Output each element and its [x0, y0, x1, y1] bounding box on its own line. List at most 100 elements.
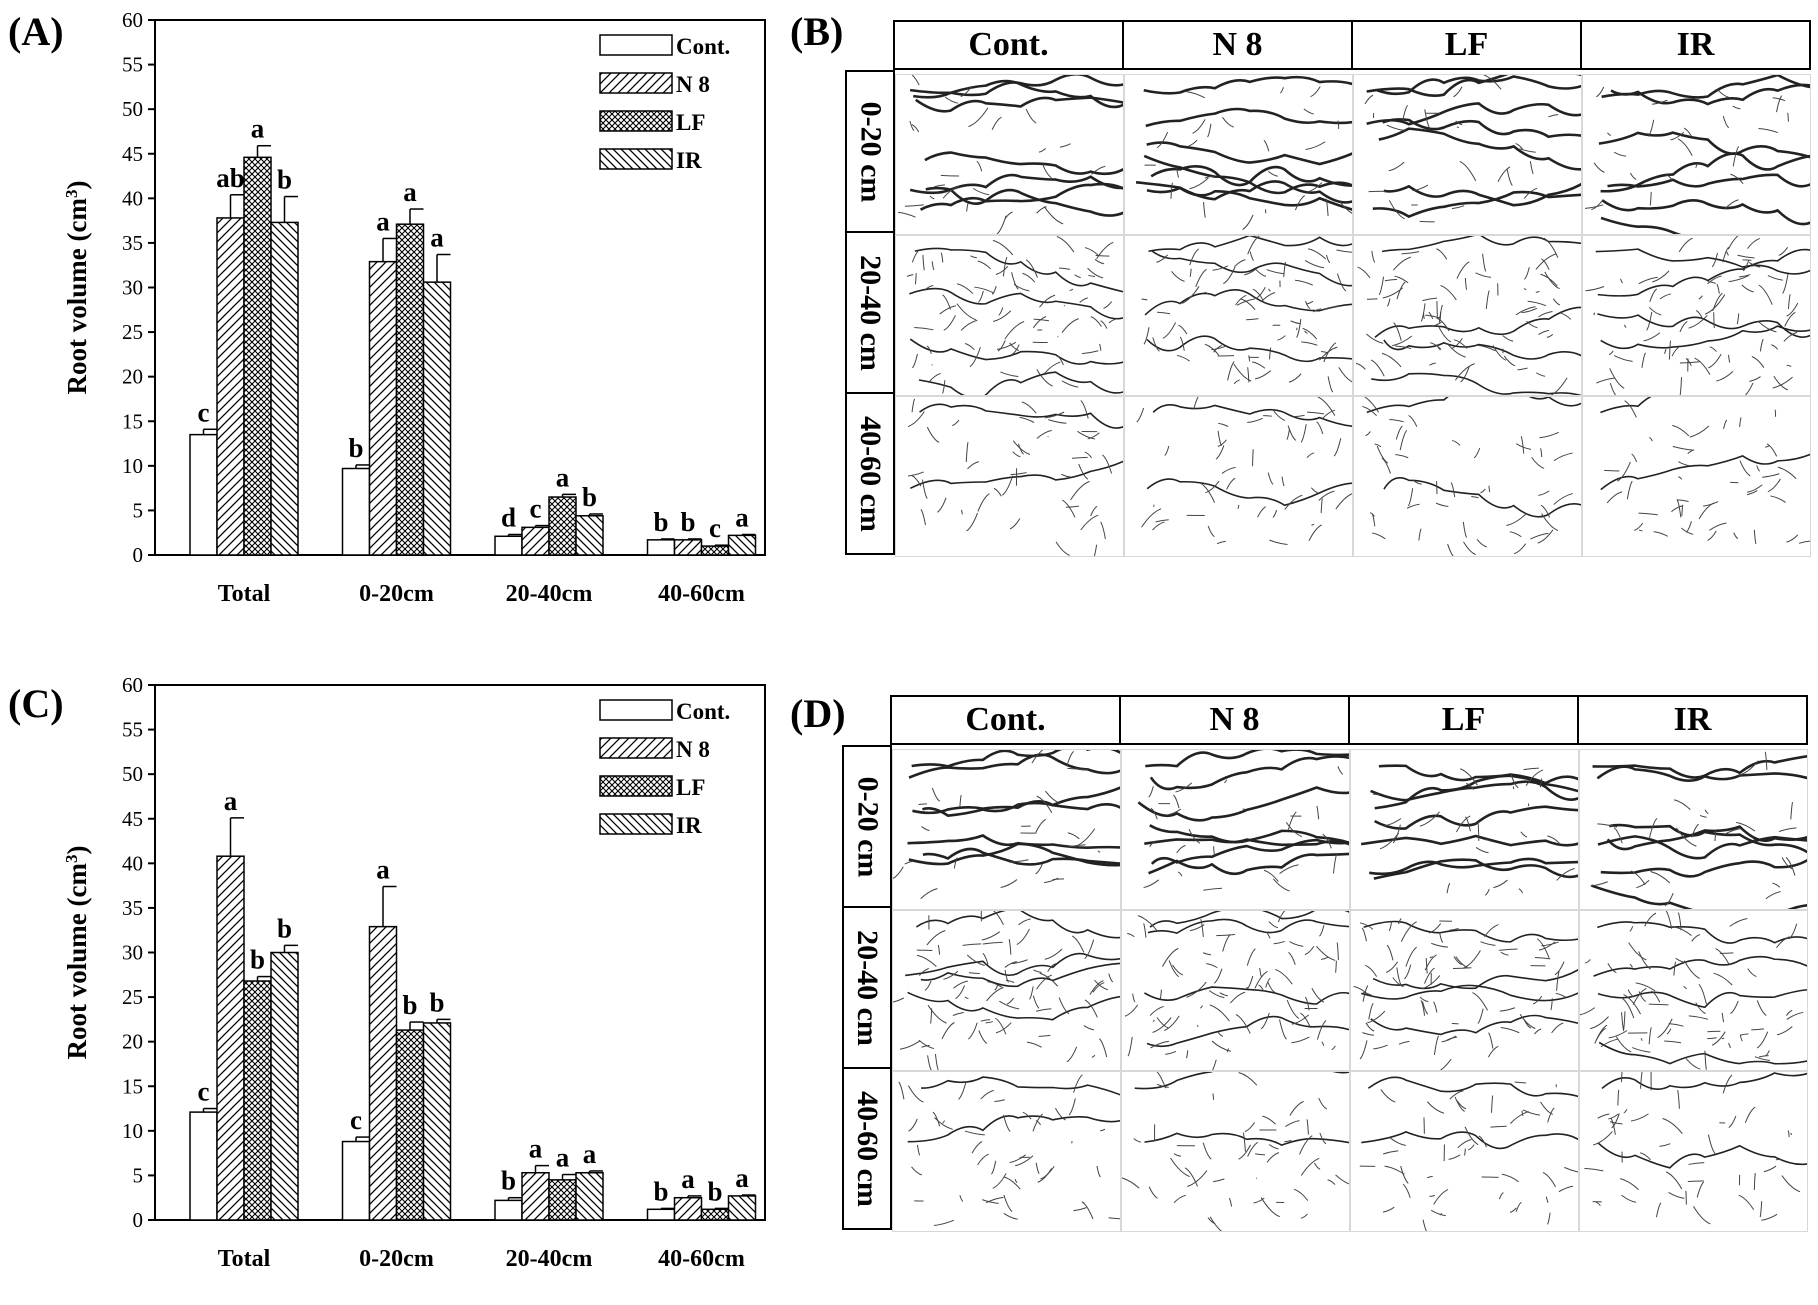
root-stroke	[925, 153, 1123, 174]
bar	[576, 516, 603, 555]
grid-column-header: IR	[1577, 695, 1808, 745]
root-stroke	[1039, 1035, 1051, 1036]
root-stroke	[934, 185, 945, 187]
root-stroke	[1593, 1131, 1612, 1145]
root-stroke	[994, 1100, 1004, 1102]
root-stroke	[1434, 1002, 1437, 1013]
root-stroke	[1247, 976, 1253, 989]
root-stroke	[1384, 340, 1581, 359]
root-stroke	[1620, 1179, 1638, 1190]
root-stroke	[1222, 117, 1233, 127]
root-stroke	[1006, 980, 1014, 982]
significance-letter: a	[556, 462, 570, 492]
root-stroke	[1449, 1155, 1461, 1160]
root-stroke	[1157, 132, 1168, 148]
root-stroke	[1094, 545, 1097, 556]
root-stroke	[1393, 257, 1410, 270]
root-stroke	[1149, 786, 1154, 797]
root-stroke	[1650, 872, 1670, 883]
root-stroke	[1591, 886, 1807, 909]
root-stroke	[1759, 285, 1772, 305]
legend-swatch	[600, 35, 672, 55]
root-stroke	[1005, 962, 1017, 968]
root-stroke	[1362, 1033, 1374, 1036]
root-stroke	[1317, 1020, 1326, 1039]
root-stroke	[1760, 339, 1763, 351]
root-stroke	[1609, 351, 1613, 355]
root-stroke	[1614, 152, 1626, 156]
root-stroke	[1261, 1013, 1269, 1029]
root-stroke	[1262, 1116, 1275, 1124]
root-stroke	[1591, 882, 1608, 886]
root-stroke	[1452, 440, 1460, 445]
root-stroke	[1148, 919, 1349, 933]
root-stroke	[967, 203, 968, 211]
root-stroke	[1585, 287, 1604, 291]
root-stroke	[1218, 440, 1227, 447]
root-stroke	[1534, 1029, 1541, 1034]
root-stroke	[1004, 1213, 1018, 1219]
root-stroke	[1385, 279, 1397, 280]
root-stroke	[922, 787, 1120, 816]
root-stroke	[1621, 1072, 1622, 1082]
root-stroke	[1295, 196, 1304, 211]
root-stroke	[1516, 1202, 1521, 1212]
root-stroke	[1595, 1028, 1606, 1043]
root-stroke	[1634, 523, 1643, 530]
root-stroke	[1752, 356, 1764, 367]
root-stroke	[1280, 1019, 1287, 1039]
bar	[370, 262, 397, 555]
root-stroke	[1239, 1072, 1257, 1085]
root-stroke	[1088, 268, 1104, 278]
root-stroke	[1401, 1166, 1409, 1183]
root-stroke	[1100, 1129, 1105, 1131]
root-stroke	[1373, 1045, 1387, 1049]
bar	[343, 1142, 370, 1220]
root-stroke	[1186, 92, 1205, 98]
root-stroke	[1022, 273, 1034, 282]
root-stroke	[1337, 273, 1345, 290]
root-stroke	[1526, 321, 1537, 328]
root-stroke	[1150, 1006, 1164, 1015]
y-tick-label: 30	[122, 276, 143, 300]
bar	[702, 546, 729, 555]
legend-label: IR	[676, 813, 702, 838]
root-stroke	[1066, 506, 1079, 507]
root-stroke	[940, 306, 956, 314]
bar	[217, 856, 244, 1220]
root-stroke	[1307, 453, 1314, 458]
root-stroke	[1314, 1163, 1320, 1169]
root-scan-image	[1124, 74, 1353, 235]
significance-letter: c	[530, 494, 542, 524]
root-stroke	[898, 212, 915, 217]
root-stroke	[1424, 968, 1434, 984]
root-stroke	[1669, 341, 1670, 360]
root-stroke	[1153, 405, 1352, 427]
root-stroke	[1252, 362, 1265, 368]
root-stroke	[1133, 994, 1135, 1002]
root-stroke	[1101, 522, 1106, 539]
root-stroke	[1658, 1019, 1673, 1038]
root-stroke	[1012, 960, 1028, 964]
root-stroke	[1144, 923, 1146, 937]
root-stroke	[1614, 356, 1633, 362]
root-scan-image	[1121, 910, 1350, 1071]
y-tick-label: 40	[122, 186, 143, 210]
root-stroke	[1295, 280, 1313, 285]
root-stroke	[1503, 336, 1513, 342]
root-stroke	[1559, 1186, 1573, 1192]
legend-label: LF	[676, 110, 705, 135]
root-stroke	[1268, 171, 1278, 176]
root-stroke	[1027, 1042, 1042, 1047]
root-stroke	[1196, 269, 1207, 287]
root-stroke	[981, 1090, 994, 1099]
bar	[397, 224, 424, 555]
root-stroke	[1718, 90, 1729, 98]
root-stroke	[1447, 883, 1450, 893]
root-stroke	[1203, 953, 1211, 955]
grid-row-label: 20-40 cm	[842, 906, 892, 1069]
root-stroke	[1057, 236, 1074, 252]
root-stroke	[965, 1131, 985, 1135]
root-stroke	[1774, 376, 1788, 390]
root-stroke	[1557, 971, 1560, 991]
